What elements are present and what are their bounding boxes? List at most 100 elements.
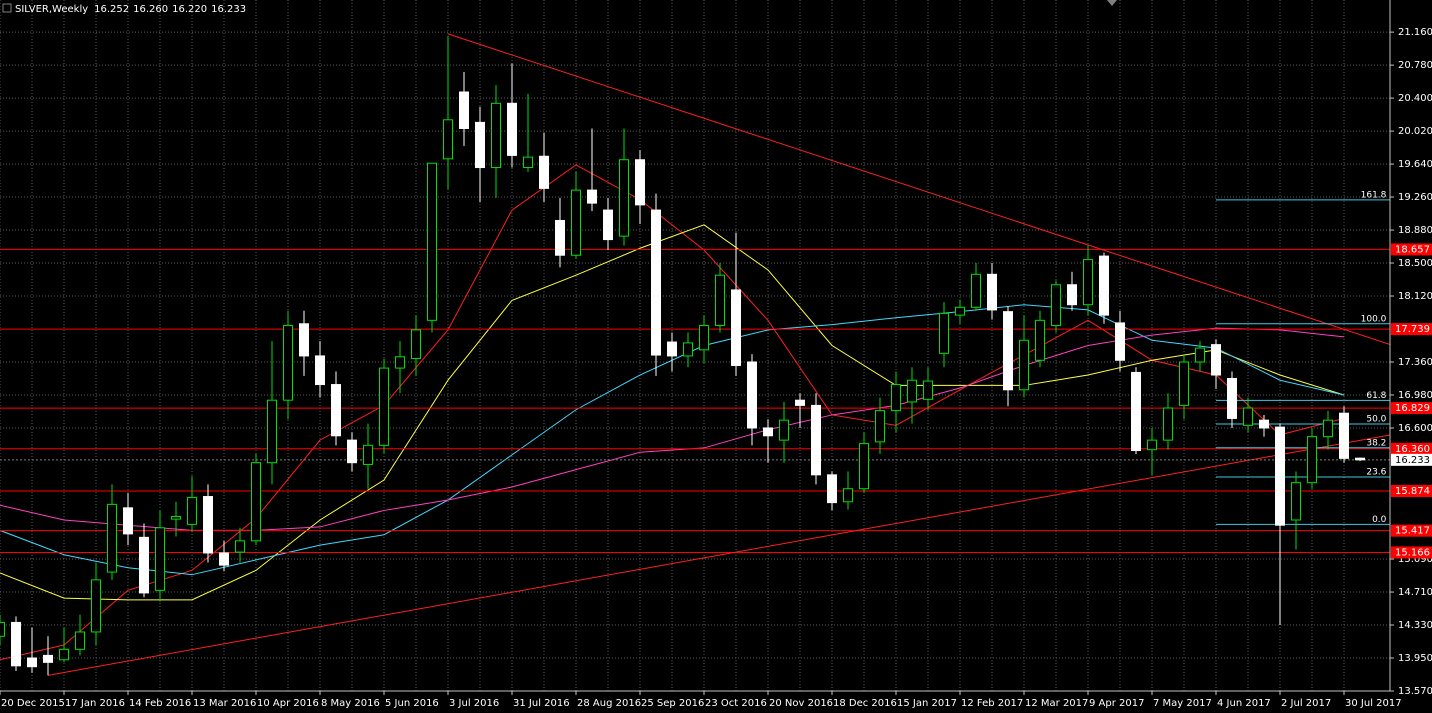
candle-body: [1163, 407, 1173, 441]
fib-label: 38.2: [1366, 438, 1386, 448]
candle-body: [267, 399, 277, 464]
y-tick-label: 20.780: [1398, 60, 1432, 71]
x-tick-label: 9 Apr 2017: [1089, 698, 1144, 709]
level-label: 16.360: [1395, 444, 1430, 455]
candle-body: [1195, 347, 1205, 363]
x-tick-label: 17 Jan 2016: [65, 698, 125, 709]
candle-body: [827, 474, 837, 504]
candle-body: [1275, 426, 1285, 526]
x-tick-label: 4 Jun 2017: [1217, 698, 1271, 709]
candle-body: [1131, 371, 1141, 452]
candle-body: [747, 361, 757, 429]
candle-body: [171, 516, 181, 520]
level-label-box: [1391, 524, 1432, 537]
candle-body: [11, 621, 21, 667]
bid-label: 16.233: [1395, 455, 1430, 466]
x-tick-label: 12 Mar 2017: [1025, 698, 1088, 709]
candle-body: [1355, 457, 1365, 461]
candle-body: [619, 159, 629, 237]
candle-body: [523, 156, 533, 169]
candle-body: [939, 312, 949, 354]
candle-body: [491, 102, 501, 169]
y-tick-label: 16.600: [1398, 423, 1432, 434]
y-tick-label: 18.500: [1398, 258, 1432, 269]
header: SILVER,Weekly 16.252 16.260 16.220 16.233: [15, 4, 246, 15]
candle-body: [27, 657, 37, 668]
candle-body: [347, 439, 357, 464]
fib-label: 100.0: [1361, 314, 1387, 324]
candle-body: [203, 496, 213, 554]
candle-body: [107, 503, 117, 573]
quote: 16.252: [94, 4, 129, 15]
y-tick-label: 18.120: [1398, 291, 1432, 302]
candle-body: [587, 189, 597, 204]
candle-body: [715, 274, 725, 327]
level-label-box: [1391, 323, 1432, 336]
bid-label-box: [1391, 453, 1432, 466]
x-tick-label: 12 Feb 2017: [961, 698, 1023, 709]
level-label-box: [1391, 484, 1432, 497]
candle-body: [843, 488, 853, 503]
candle-body: [955, 306, 965, 316]
candle-body: [0, 621, 5, 637]
x-tick-label: 15 Jan 2017: [897, 698, 957, 709]
x-tick-label: 31 Jul 2016: [513, 698, 570, 709]
candle-body: [571, 189, 581, 256]
quote: 16.233: [211, 4, 246, 15]
candle-body: [363, 444, 373, 465]
candle-body: [43, 654, 53, 663]
fib-label: 61.8: [1366, 391, 1386, 401]
candle-body: [443, 119, 453, 160]
candle-body: [795, 399, 805, 406]
candle-body: [1019, 339, 1029, 391]
y-tick-label: 14.710: [1398, 587, 1432, 598]
x-tick-label: 7 May 2017: [1153, 698, 1212, 709]
candle-body: [427, 162, 437, 321]
candle-body: [411, 329, 421, 360]
candle-body: [1339, 412, 1349, 459]
x-tick-label: 20 Nov 2016: [769, 698, 833, 709]
x-tick-label: 10 Apr 2016: [257, 698, 319, 709]
candle-body: [779, 419, 789, 441]
x-tick-label: 2 Jul 2017: [1281, 698, 1331, 709]
marker: [1107, 0, 1117, 6]
axes: 21.160 20.780 20.400 20.020 19.640 19.260 18.8…: [0, 27, 1432, 709]
candle-body: [635, 159, 645, 206]
candle-body: [475, 121, 485, 169]
plot-area: [0, 33, 1390, 676]
y-tick-label: 20.020: [1398, 126, 1432, 137]
candle-body: [907, 379, 917, 403]
candle-body: [1035, 319, 1045, 361]
candle-body: [459, 91, 469, 129]
candle-body: [1147, 439, 1157, 451]
candle-body: [923, 380, 933, 400]
candle-body: [1051, 284, 1061, 327]
y-tick-label: 21.160: [1398, 27, 1432, 38]
x-tick-label: 8 May 2016: [321, 698, 380, 709]
y-tick-label: 20.400: [1398, 93, 1432, 104]
candle-body: [1083, 259, 1093, 306]
candle-body: [763, 427, 773, 437]
level-label-box: [1391, 402, 1432, 415]
candle-body: [59, 648, 69, 661]
candle-body: [91, 579, 101, 633]
candle-body: [507, 102, 517, 156]
candle-body: [139, 536, 149, 594]
x-tick-label: 13 Mar 2016: [193, 698, 256, 709]
candle-body: [1115, 322, 1125, 361]
candle-body: [315, 355, 325, 386]
y-tick-label: 13.950: [1398, 653, 1432, 664]
level-label: 18.657: [1395, 244, 1430, 255]
candle-body: [1243, 407, 1253, 426]
candle-body: [251, 462, 261, 542]
candle-body: [811, 404, 821, 476]
candle-body: [603, 209, 613, 241]
y-tick-label: 17.360: [1398, 357, 1432, 368]
candle-body: [1099, 255, 1109, 316]
level-label-box: [1391, 442, 1432, 455]
x-tick-label: 3 Jul 2016: [449, 698, 499, 709]
level-label: 15.874: [1395, 486, 1430, 497]
candle-body: [555, 219, 565, 256]
